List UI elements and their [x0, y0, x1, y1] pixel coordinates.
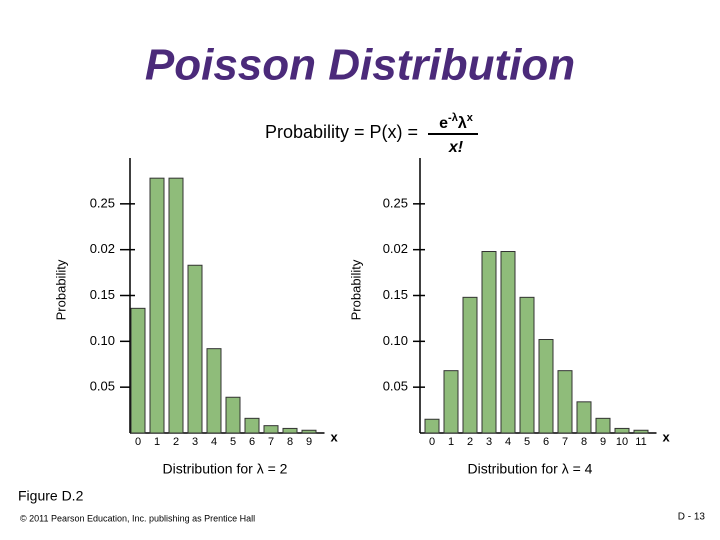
x-tick-label: 0: [429, 436, 435, 448]
x-tick-label: 7: [268, 436, 274, 448]
x-tick-label: 1: [154, 436, 160, 448]
y-tick-label: 0.02: [383, 241, 408, 256]
y-tick-label: 0.05: [90, 379, 115, 394]
formula-denominator: x!: [448, 139, 464, 156]
formula-part: x: [467, 112, 474, 124]
bar: [557, 370, 573, 434]
x-tick-label: 10: [616, 436, 628, 448]
bar: [538, 339, 554, 434]
bar: [595, 417, 611, 434]
bar: [244, 417, 260, 434]
x-axis-label: x: [331, 429, 339, 444]
y-tick-label: 0.25: [383, 195, 408, 210]
bar: [481, 251, 497, 434]
bar: [500, 251, 516, 434]
x-tick-label: 1: [448, 436, 454, 448]
formula-part: e: [439, 115, 448, 132]
bar: [130, 307, 146, 434]
formula-part: λ: [458, 115, 467, 132]
x-tick-label: 4: [211, 436, 217, 448]
bar: [225, 396, 241, 434]
bar: [614, 427, 630, 434]
x-tick-label: 5: [230, 436, 236, 448]
x-tick-label: 3: [486, 436, 492, 448]
y-tick-label: 0.15: [90, 287, 115, 302]
bar: [519, 296, 535, 434]
y-tick-label: 0.05: [383, 379, 408, 394]
x-tick-label: 9: [306, 436, 312, 448]
bar: [206, 348, 222, 434]
x-tick-label: 6: [543, 436, 549, 448]
bar: [633, 429, 649, 434]
y-tick-label: 0.10: [383, 333, 408, 348]
chart-subtitle: Distribution for λ = 2: [163, 461, 288, 477]
x-tick-label: 3: [192, 436, 198, 448]
bar: [168, 177, 184, 434]
y-axis-label: Probability: [53, 259, 68, 320]
x-tick-label: 9: [600, 436, 606, 448]
bar: [187, 264, 203, 434]
x-tick-label: 8: [287, 436, 293, 448]
x-tick-label: 4: [505, 436, 511, 448]
bar: [424, 418, 440, 434]
footer: © 2011 Pearson Education, Inc. publishin…: [20, 513, 255, 523]
x-tick-label: 2: [173, 436, 179, 448]
formula-lhs: Probability = P(x) =: [265, 122, 418, 142]
y-tick-label: 0.25: [90, 195, 115, 210]
y-axis-label: Probability: [348, 259, 363, 320]
bar: [282, 427, 298, 434]
x-tick-label: 0: [135, 436, 141, 448]
x-tick-label: 2: [467, 436, 473, 448]
formula-numerator: e-λλx: [439, 112, 474, 132]
bar: [149, 177, 165, 434]
bar: [576, 401, 592, 434]
x-tick-label: 5: [524, 436, 530, 448]
x-tick-label: 11: [635, 436, 646, 448]
y-tick-label: 0.10: [90, 333, 115, 348]
x-tick-label: 7: [562, 436, 568, 448]
y-tick-label: 0.02: [90, 241, 115, 256]
figure-label: Figure D.2: [18, 488, 84, 504]
bar: [263, 425, 279, 434]
bar: [301, 429, 317, 434]
chart-subtitle: Distribution for λ = 4: [468, 461, 593, 477]
y-tick-label: 0.15: [383, 287, 408, 302]
slide-title: Poisson Distribution: [145, 41, 575, 90]
bar: [462, 296, 478, 434]
page-number: D - 13: [678, 512, 706, 523]
bar: [443, 370, 459, 434]
x-axis-label: x: [663, 429, 671, 444]
formula-part: -λ: [448, 112, 458, 124]
x-tick-label: 8: [581, 436, 587, 448]
x-tick-label: 6: [249, 436, 255, 448]
